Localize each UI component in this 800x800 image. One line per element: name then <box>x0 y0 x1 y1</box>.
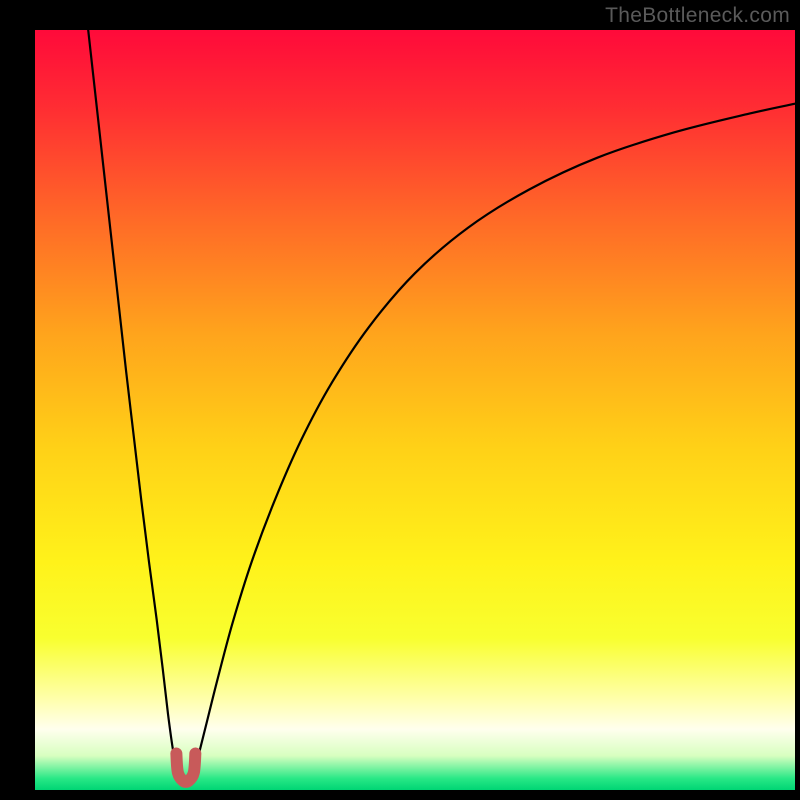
chart-svg <box>0 0 800 800</box>
chart-container: TheBottleneck.com <box>0 0 800 800</box>
watermark-text: TheBottleneck.com <box>605 4 790 28</box>
gradient-background <box>35 30 795 790</box>
